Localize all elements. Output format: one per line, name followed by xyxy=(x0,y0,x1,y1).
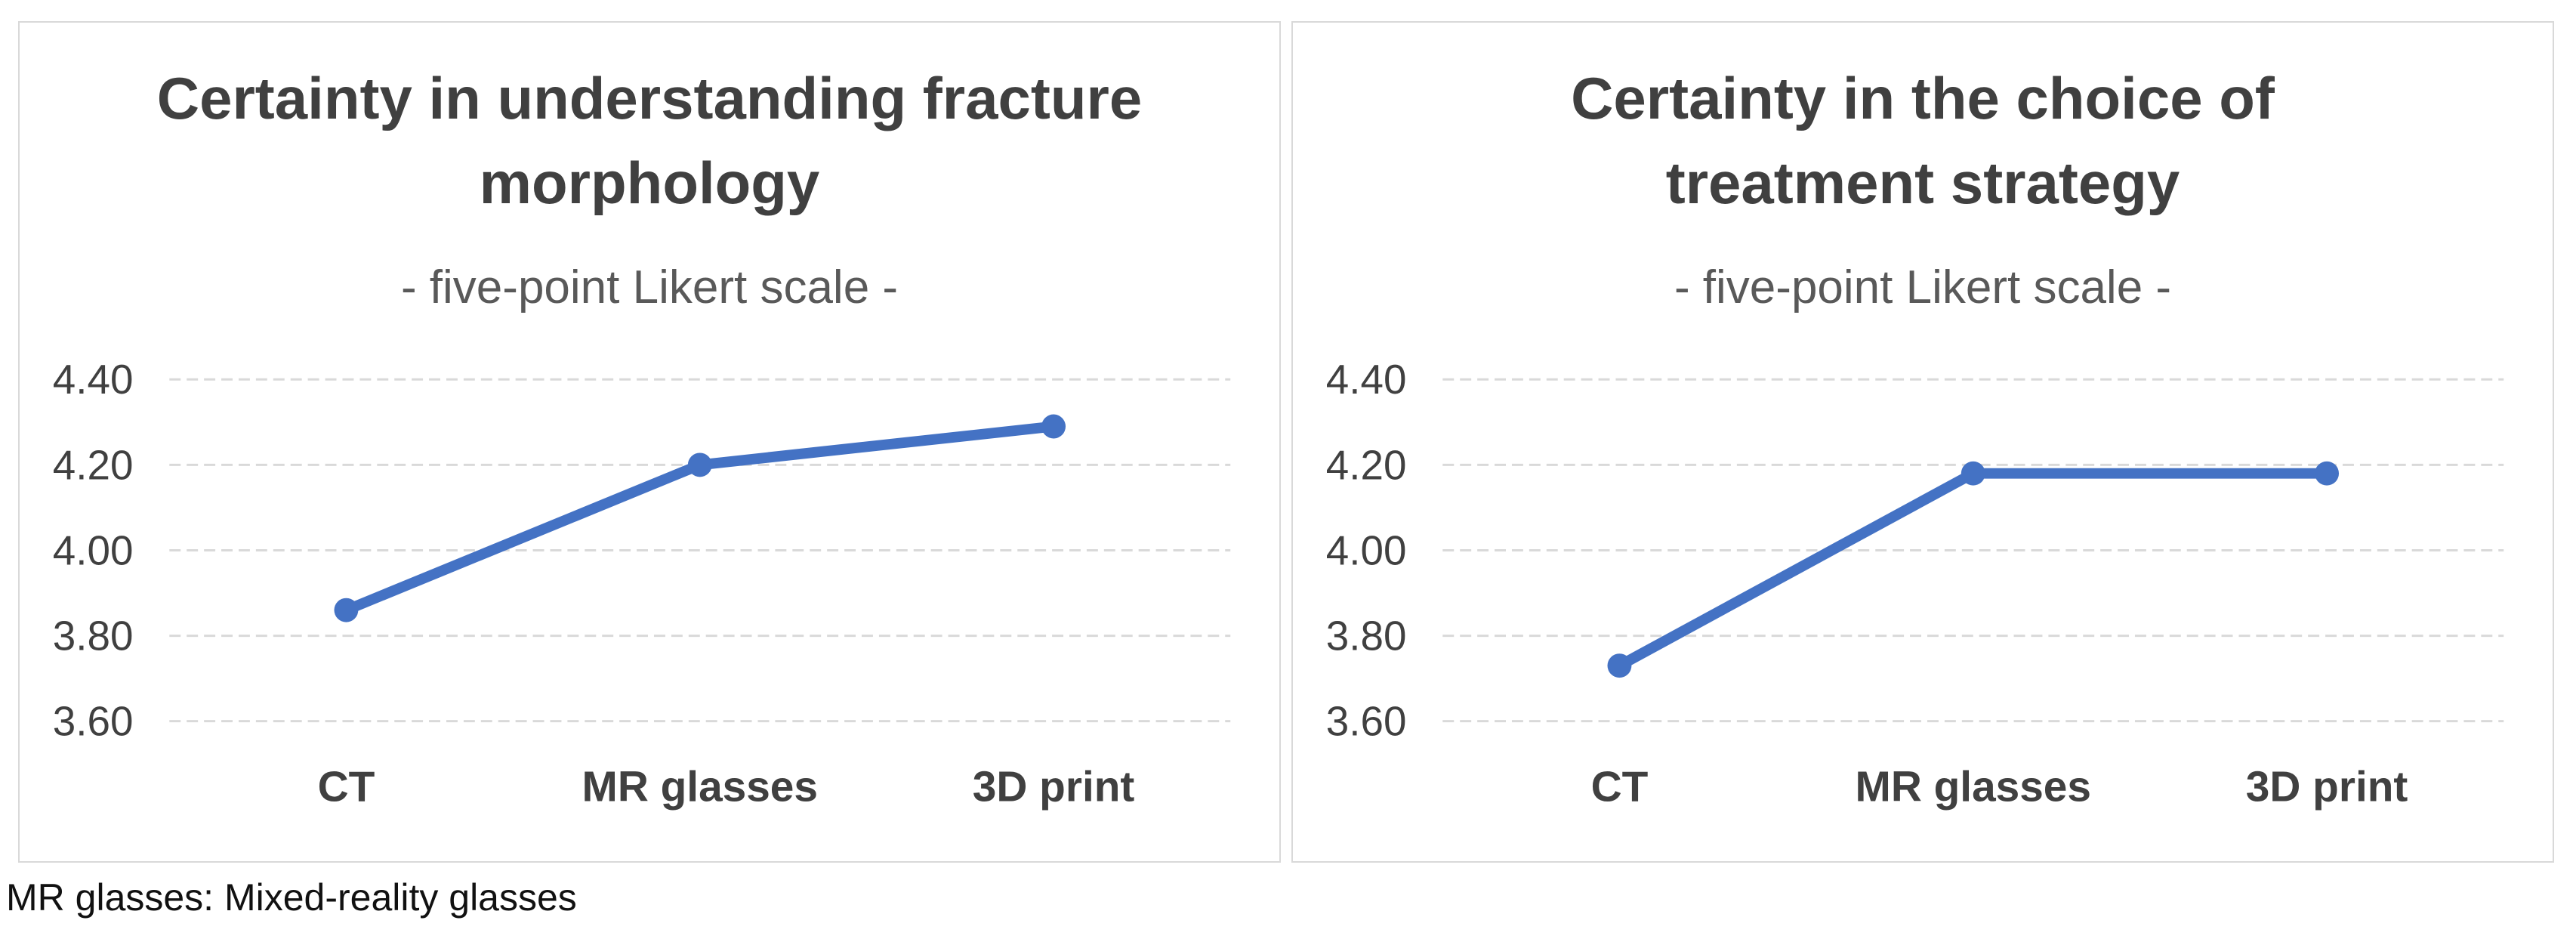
data-point xyxy=(2315,461,2340,486)
y-tick-label: 4.20 xyxy=(1326,441,1407,488)
line-chart-fracture-morphology: 4.40 4.20 4.00 3.80 3.60 CT MR glasses 3D print xyxy=(53,356,1231,811)
y-tick-label: 4.20 xyxy=(53,441,134,488)
chart-title: Certainty in understanding fracture morp… xyxy=(20,56,1279,225)
chart-subtitle: - five-point Likert scale - xyxy=(400,261,899,313)
chart-title-line-2: morphology xyxy=(479,150,820,216)
x-category-label: MR glasses xyxy=(1856,763,2091,811)
y-tick-label: 3.80 xyxy=(1326,613,1407,659)
x-category-label: CT xyxy=(1591,763,1649,811)
y-tick-label: 4.00 xyxy=(1326,527,1407,573)
data-point xyxy=(1041,414,1066,439)
chart-title-line-1: Certainty in understanding fracture xyxy=(156,65,1143,131)
chart-panel-treatment-strategy: Certainty in the choice of treatment str… xyxy=(1291,21,2554,863)
chart-title-line-2: treatment strategy xyxy=(1665,150,2180,216)
chart-title-line-1: Certainty in the choice of xyxy=(1571,65,2275,131)
data-point xyxy=(1961,461,1985,486)
data-point xyxy=(334,598,359,622)
line-chart-treatment-strategy: 4.40 4.20 4.00 3.80 3.60 CT MR glasses 3D print xyxy=(1326,356,2504,811)
chart-subtitle: - five-point Likert scale - xyxy=(1674,261,2172,313)
x-category-label: 3D print xyxy=(2246,763,2408,811)
x-category-label: MR glasses xyxy=(582,763,818,811)
data-point xyxy=(1607,653,1632,678)
x-category-label: 3D print xyxy=(973,763,1135,811)
y-tick-label: 3.60 xyxy=(53,698,134,745)
y-tick-label: 3.80 xyxy=(53,613,134,659)
y-tick-label: 4.40 xyxy=(53,356,134,403)
y-tick-label: 4.40 xyxy=(1326,356,1407,403)
y-tick-label: 3.60 xyxy=(1326,698,1407,745)
chart-panel-fracture-morphology: Certainty in understanding fracture morp… xyxy=(18,21,1281,863)
data-point xyxy=(687,452,712,477)
chart-title: Certainty in the choice of treatment str… xyxy=(1293,56,2553,225)
x-category-label: CT xyxy=(318,763,375,811)
y-tick-label: 4.00 xyxy=(53,527,134,573)
footnote-abbreviation: MR glasses: Mixed-reality glasses xyxy=(6,876,577,919)
